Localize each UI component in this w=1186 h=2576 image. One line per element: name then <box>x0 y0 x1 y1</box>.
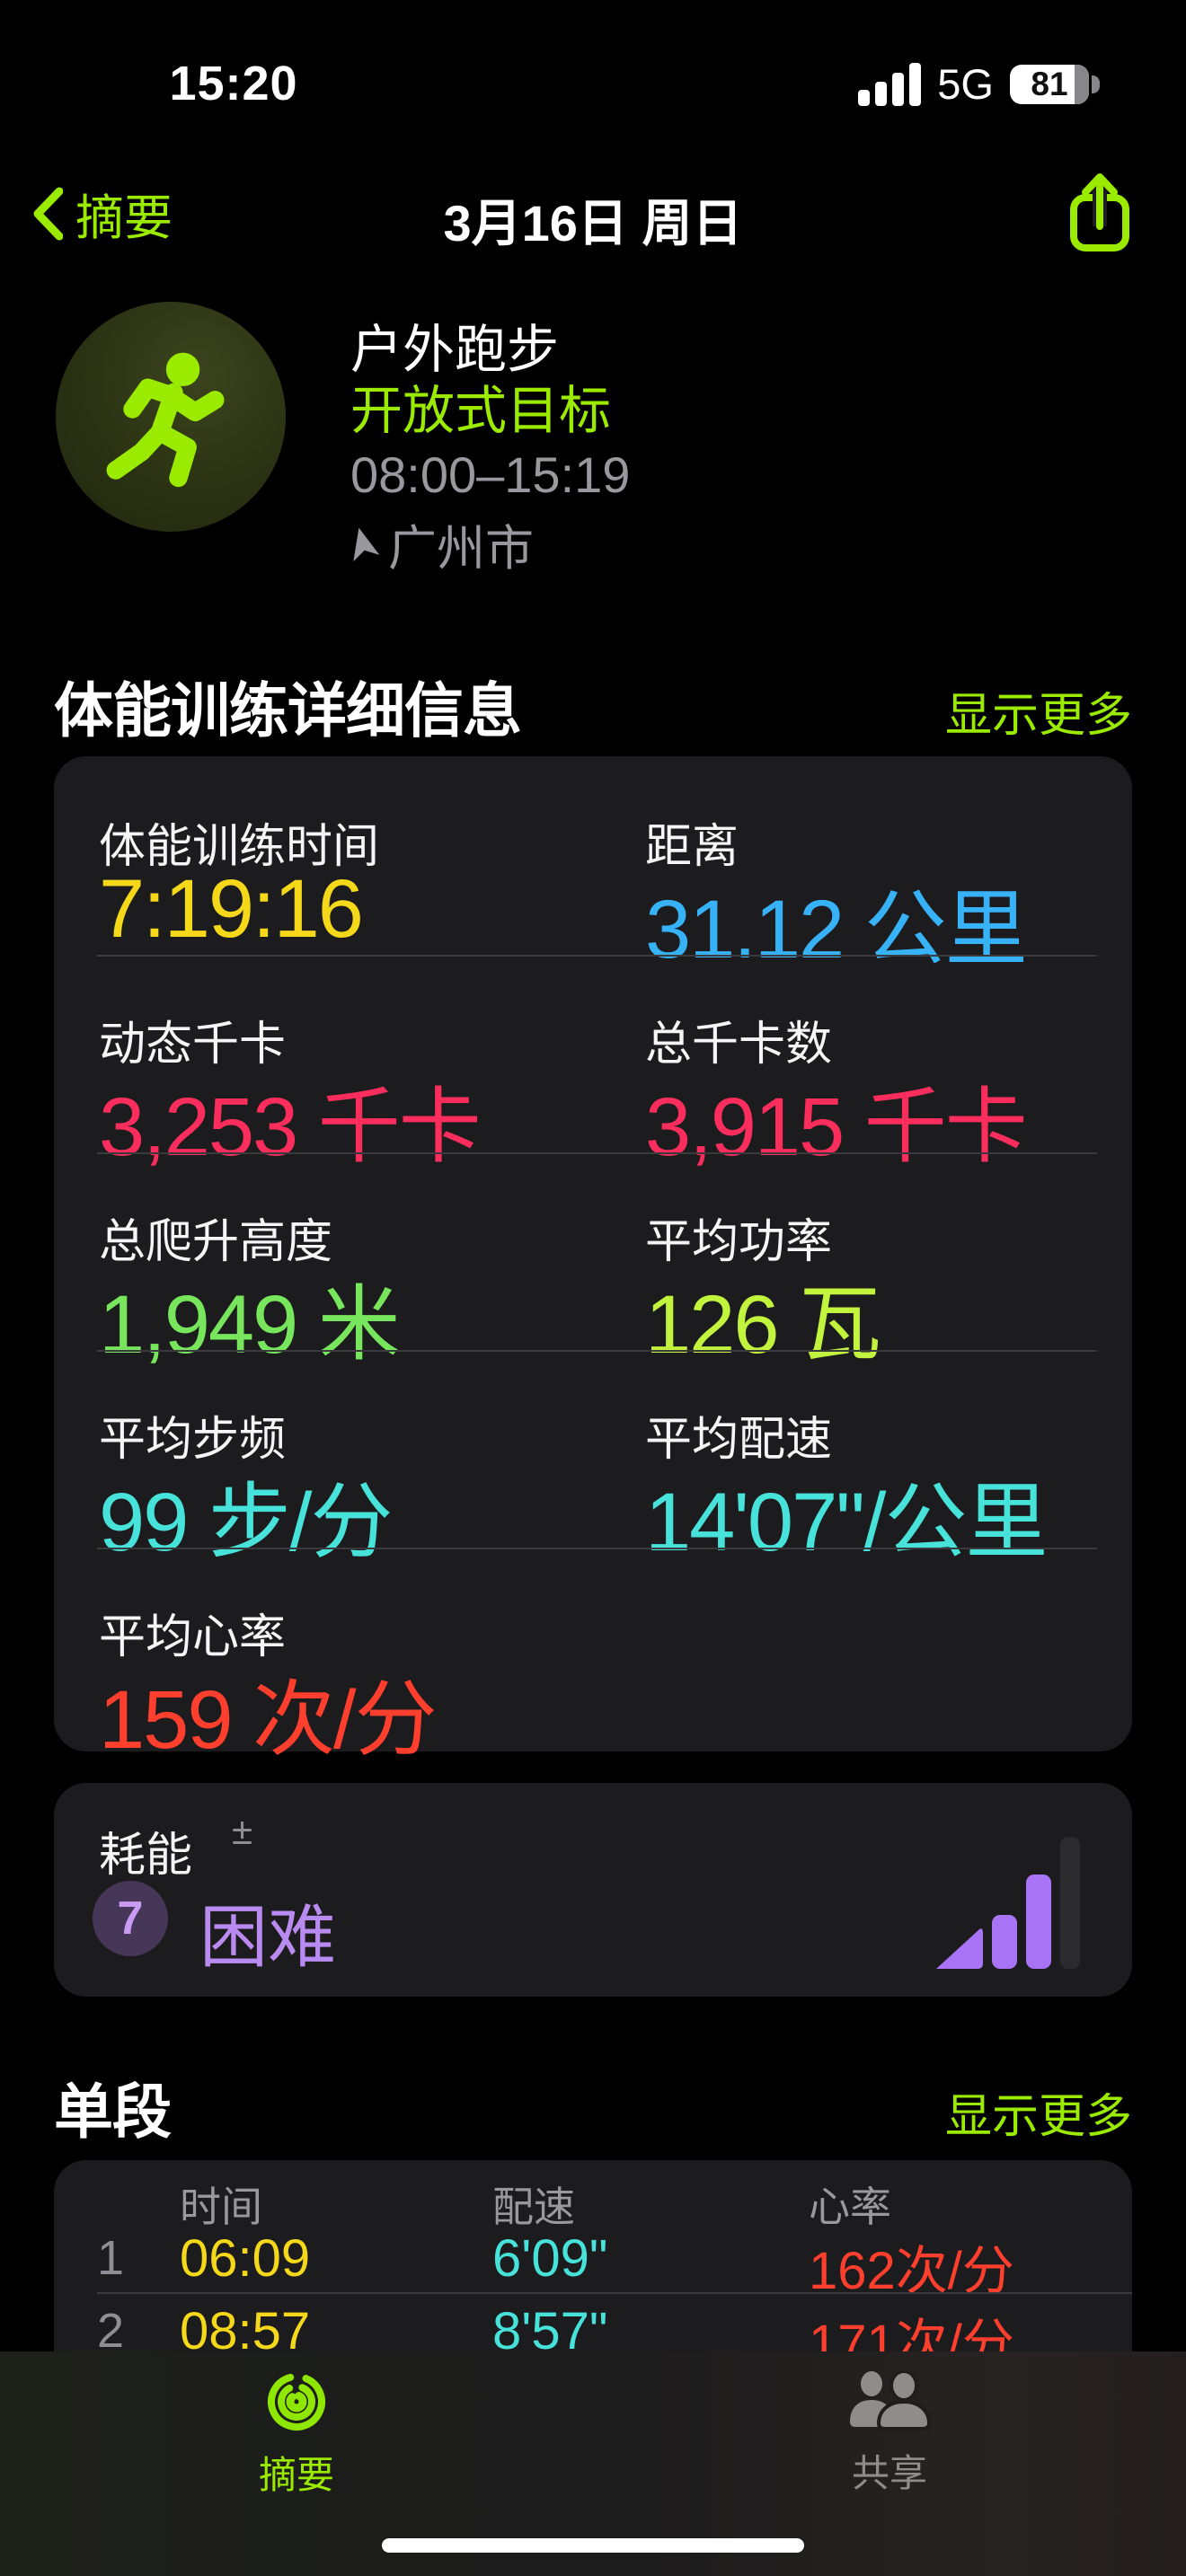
battery-icon: 81 <box>1010 64 1100 104</box>
row-divider <box>97 955 1097 957</box>
effort-rating-label: 困难 <box>199 1900 336 1976</box>
effort-score-badge: 7 <box>93 1881 168 1956</box>
splits-show-more-button[interactable]: 显示更多 <box>944 2091 1132 2143</box>
share-icon <box>1070 173 1129 251</box>
effort-card: 耗能 ± 7 困难 <box>54 1783 1132 1997</box>
effort-level-bars-icon <box>936 1837 1080 1969</box>
cellular-signal-icon <box>858 62 922 106</box>
chevron-left-icon <box>33 187 63 240</box>
workout-goal-label: 开放式目标 <box>350 382 612 440</box>
back-button-label: 摘要 <box>75 191 173 245</box>
metric-label: 距离 <box>645 821 739 873</box>
column-header-heart-rate: 心率 <box>809 2183 891 2230</box>
tab-summary[interactable]: 摘要 <box>162 2371 431 2500</box>
metric-label: 总爬升高度 <box>99 1216 333 1268</box>
battery-deplete-bar <box>1075 64 1089 104</box>
home-indicator[interactable] <box>382 2538 804 2553</box>
effort-estimate-mark: ± <box>232 1810 253 1852</box>
metric-value: 7:19:16 <box>99 863 364 955</box>
workout-details-card: 体能训练时间 7:19:16 距离 31.12 公里 动态千卡 3,253 千卡… <box>54 756 1132 1766</box>
share-button[interactable] <box>1067 171 1132 253</box>
metric-label: 总千卡数 <box>645 1019 833 1071</box>
metric-label: 动态千卡 <box>99 1019 287 1071</box>
runner-icon <box>106 352 225 488</box>
workout-type-badge <box>56 302 286 532</box>
page-title: 3月16日 周日 <box>443 195 743 251</box>
status-bar-time: 15:20 <box>169 57 298 110</box>
splits-section-title: 单段 <box>54 2078 172 2145</box>
row-divider <box>97 1152 1097 1154</box>
metric-value: 3,253 千卡 <box>99 1081 482 1173</box>
battery-percent: 81 <box>1031 65 1068 102</box>
metric-label: 体能训练时间 <box>99 821 380 873</box>
column-header-time: 时间 <box>180 2183 262 2230</box>
tab-sharing-label: 共享 <box>851 2452 927 2494</box>
back-button[interactable]: 摘要 <box>32 178 173 249</box>
split-pace: 8'57" <box>492 2302 608 2360</box>
workout-location-row: 广州市 <box>347 508 534 579</box>
details-show-more-button[interactable]: 显示更多 <box>944 690 1132 742</box>
split-number: 2 <box>97 2304 125 2358</box>
split-time: 08:57 <box>180 2302 311 2360</box>
metric-value: 99 步/分 <box>99 1477 393 1568</box>
metric-value: 31.12 公里 <box>645 884 1028 975</box>
workout-location-label: 广州市 <box>388 522 534 576</box>
row-divider <box>97 1350 1097 1352</box>
metric-value: 159 次/分 <box>99 1674 438 1766</box>
split-time: 06:09 <box>180 2229 311 2288</box>
people-icon <box>850 2371 932 2430</box>
column-header-pace: 配速 <box>492 2183 575 2230</box>
row-divider <box>97 2292 1132 2294</box>
tab-sharing[interactable]: 共享 <box>755 2371 1024 2498</box>
details-section-title: 体能训练详细信息 <box>54 677 522 744</box>
activity-rings-icon <box>268 2373 325 2430</box>
location-arrow-icon <box>353 527 379 561</box>
metric-value: 14'07"/公里 <box>645 1477 1048 1568</box>
tab-summary-label: 摘要 <box>258 2454 334 2496</box>
metric-value: 126 瓦 <box>645 1279 881 1371</box>
status-bar-right: 5G 81 <box>858 59 1100 109</box>
splits-section-header: 单段 显示更多 <box>54 2064 1132 2150</box>
metric-label: 平均步频 <box>99 1414 287 1466</box>
split-heart-rate: 162次/分 <box>809 2242 1014 2300</box>
workout-type-label: 户外跑步 <box>350 321 560 379</box>
details-section-header: 体能训练详细信息 显示更多 <box>54 663 1132 749</box>
metric-value: 1,949 米 <box>99 1279 401 1371</box>
metric-label: 平均配速 <box>645 1414 833 1466</box>
row-divider <box>97 1548 1097 1549</box>
network-type-label: 5G <box>937 60 994 108</box>
split-pace: 6'09" <box>492 2229 608 2288</box>
metric-label: 平均心率 <box>99 1611 287 1663</box>
split-number: 1 <box>97 2231 125 2285</box>
workout-time-range: 08:00–15:19 <box>350 446 631 503</box>
metric-value: 3,915 千卡 <box>645 1081 1028 1173</box>
metric-label: 平均功率 <box>645 1216 833 1268</box>
effort-title: 耗能 <box>99 1830 193 1882</box>
